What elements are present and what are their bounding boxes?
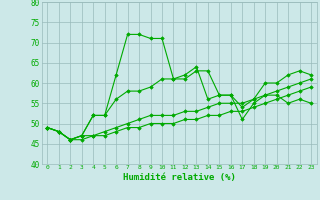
X-axis label: Humidité relative (%): Humidité relative (%) (123, 173, 236, 182)
